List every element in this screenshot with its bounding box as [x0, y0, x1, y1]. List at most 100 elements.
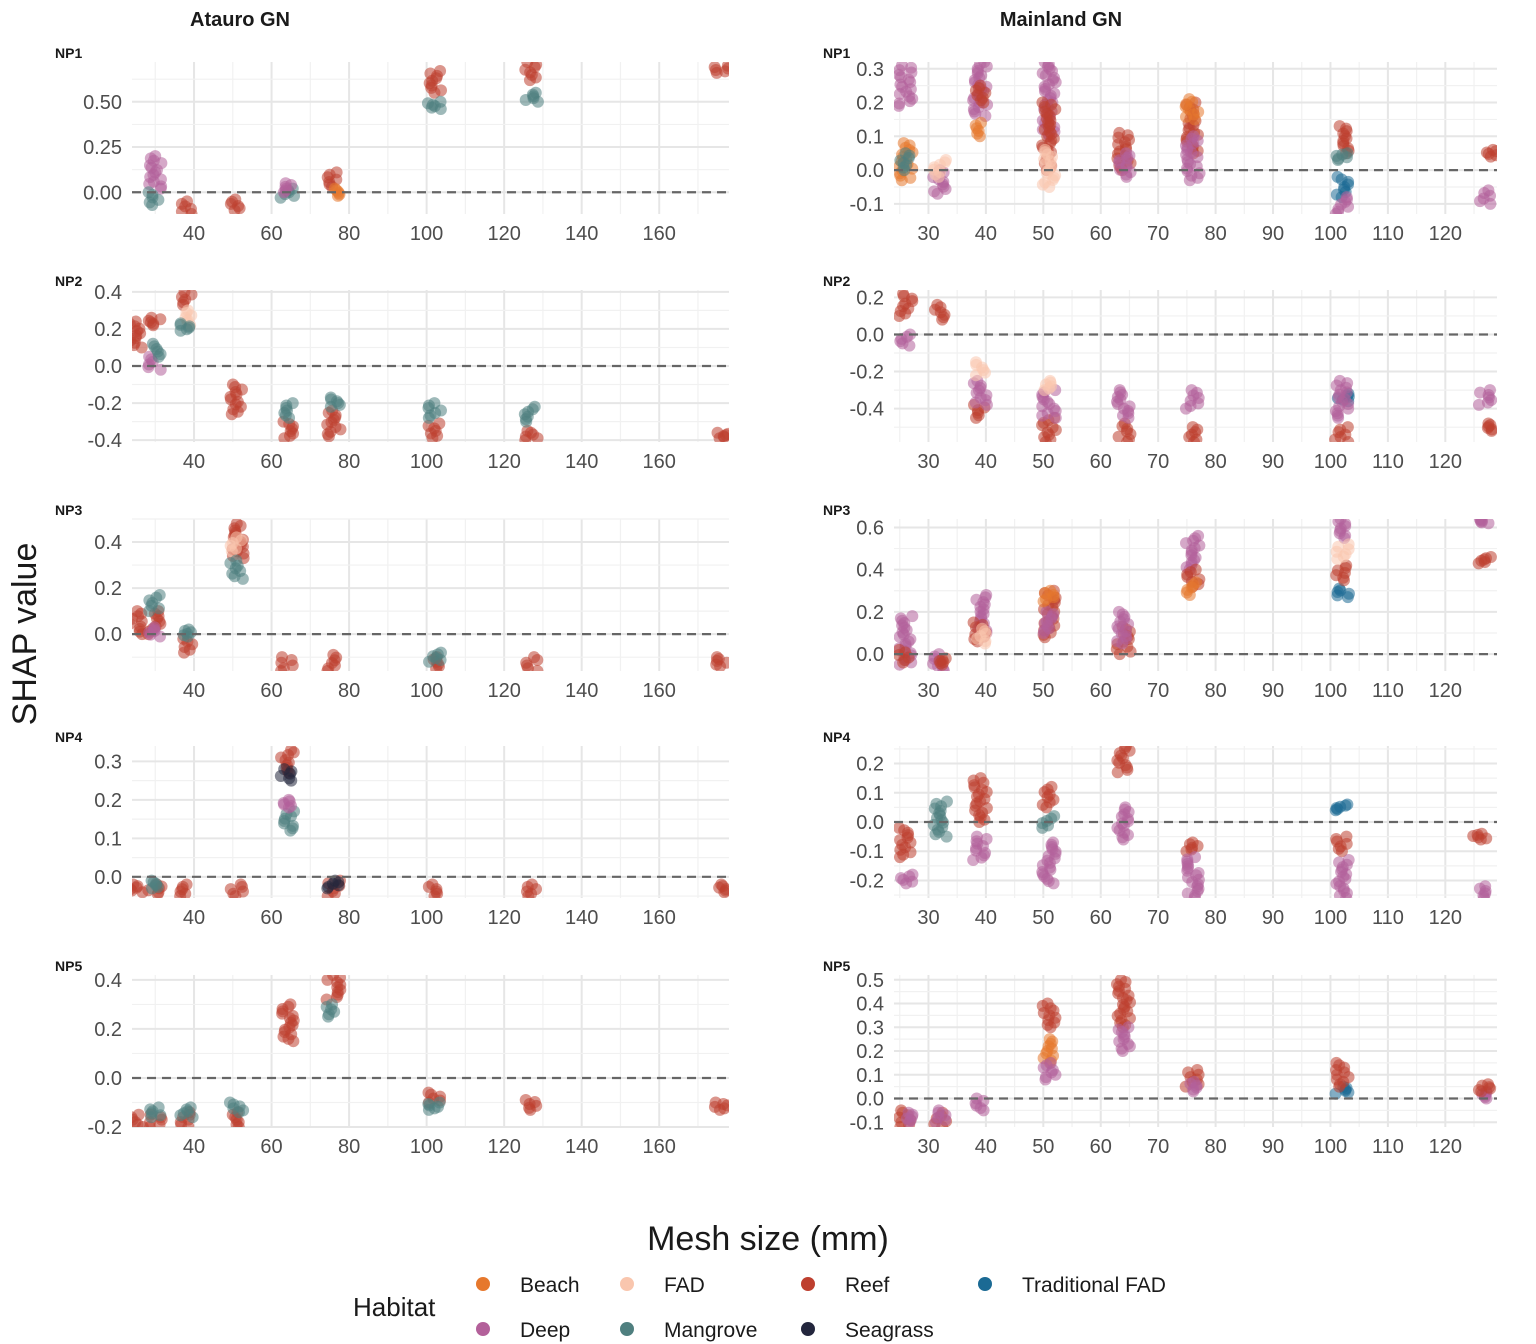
y-tick-label: 0.5	[856, 970, 884, 992]
data-point-reef	[327, 648, 340, 661]
x-tick-label: 140	[565, 223, 598, 245]
data-point-deep	[1333, 856, 1346, 869]
legend: Habitat Beach FAD Reef Traditional FAD Deep M…	[353, 1274, 1166, 1342]
data-point-deep	[1334, 519, 1347, 525]
data-point-reef	[424, 67, 437, 80]
x-tick-label: 100	[410, 451, 443, 473]
y-tick-label: 0.2	[94, 1019, 122, 1041]
data-point-deep	[1113, 384, 1126, 397]
data-point-reef	[1482, 417, 1495, 430]
data-point-deep	[148, 621, 161, 634]
data-point-beach	[1044, 584, 1057, 597]
x-tick-label: 80	[1204, 1136, 1226, 1158]
x-tick-label: 160	[643, 223, 676, 245]
legend-title: Habitat	[353, 1292, 436, 1322]
x-tick-label: 60	[260, 907, 282, 929]
data-point-deep	[279, 177, 292, 190]
data-point-reef	[894, 643, 906, 656]
data-point-mangrove	[174, 317, 187, 330]
data-point-reef	[178, 290, 191, 298]
y-tick-label: 0.1	[856, 783, 884, 805]
x-tick-label: 40	[183, 223, 205, 245]
data-point-reef	[285, 653, 298, 666]
data-point-reef	[530, 62, 543, 71]
x-tick-label: 60	[260, 223, 282, 245]
data-point-reef	[284, 998, 297, 1011]
data-point-reef	[1120, 746, 1133, 752]
x-tick-label: 100	[410, 223, 443, 245]
facet-label: NP2	[823, 273, 850, 289]
x-tick-label: 120	[487, 1136, 520, 1158]
legend-item-reef: Reef	[801, 1274, 890, 1297]
x-tick-label: 110	[1372, 907, 1404, 929]
data-point-reef	[1186, 836, 1199, 849]
data-point-reef	[230, 519, 243, 530]
facet-label: NP1	[55, 45, 82, 61]
x-tick-label: 30	[917, 1136, 939, 1158]
x-tick-label: 160	[643, 451, 676, 473]
data-point-deep	[1119, 147, 1132, 160]
y-tick-label: 0.2	[856, 754, 884, 776]
data-point-deep	[149, 150, 162, 163]
y-tick-label: 0.4	[856, 994, 884, 1016]
data-point-reef	[974, 79, 987, 92]
data-point-deep	[906, 610, 919, 623]
x-tick-label: 70	[1147, 223, 1169, 245]
x-tick-label: 100	[410, 680, 443, 702]
y-tick-label: 0.2	[94, 319, 122, 341]
x-tick-label: 120	[1429, 680, 1462, 702]
x-tick-label: 90	[1262, 680, 1284, 702]
facet-label: NP4	[823, 729, 850, 745]
y-tick-label: 0.0	[856, 644, 884, 666]
x-tick-label: 40	[975, 1136, 997, 1158]
data-point-reef	[327, 975, 340, 981]
panel-atauro-np1: 40 60 80 100 120 140 160 0.00 0.25 0.50 NP1	[55, 45, 729, 245]
y-tick-label: 0.4	[856, 560, 884, 582]
data-point-reef	[422, 1086, 435, 1099]
x-tick-label: 100	[1314, 907, 1347, 929]
facet-label: NP5	[55, 958, 82, 974]
legend-key-deep	[476, 1322, 490, 1336]
y-tick-label: 0.00	[83, 182, 122, 204]
x-tick-label: 50	[1032, 1136, 1054, 1158]
x-tick-label: 60	[1090, 680, 1112, 702]
data-point-deep	[1333, 374, 1346, 387]
facet-label: NP2	[55, 273, 82, 289]
data-point-mangrove	[326, 998, 339, 1011]
panel-mainland-np3: 30 40 50 60 70 80 90 100 110 120 0.0 0.2 0.4 0.6 NP3	[823, 502, 1497, 702]
y-tick-label: -0.4	[88, 430, 122, 452]
data-point-fad	[1332, 540, 1345, 553]
data-point-beach	[974, 116, 987, 129]
y-tick-label: 0.0	[94, 1068, 122, 1090]
y-tick-label: 0.2	[856, 1041, 884, 1063]
data-point-reef	[145, 311, 158, 324]
x-tick-label: 40	[975, 223, 997, 245]
data-point-reef	[1330, 833, 1343, 846]
y-tick-label: -0.1	[850, 194, 884, 216]
data-point-reef	[154, 313, 167, 326]
x-tick-label: 40	[975, 907, 997, 929]
data-point-mangrove	[434, 646, 447, 659]
points-mainland-np5	[894, 975, 1497, 1127]
y-tick-label: -0.2	[850, 362, 884, 384]
x-tick-label: 40	[975, 451, 997, 473]
data-point-mangrove	[153, 589, 166, 601]
x-tick-label: 40	[975, 680, 997, 702]
data-point-reef	[426, 878, 439, 891]
points-mainland-np1	[894, 62, 1497, 214]
data-point-deep	[1181, 887, 1194, 898]
data-point-mangrove	[230, 554, 243, 567]
data-point-reef	[181, 195, 194, 208]
data-point-beach	[897, 137, 910, 150]
data-point-reef	[132, 315, 142, 328]
x-axis-title: Mesh size (mm)	[647, 1220, 889, 1258]
data-point-fad	[1342, 538, 1355, 551]
points-atauro-np1	[142, 62, 729, 214]
data-point-deep	[980, 589, 993, 601]
y-tick-label: 0.0	[856, 324, 884, 346]
data-point-reef	[1189, 563, 1202, 576]
y-tick-label: -0.2	[88, 393, 122, 415]
data-point-deep	[1185, 384, 1198, 397]
data-point-deep	[894, 612, 907, 625]
data-point-reef	[180, 878, 193, 891]
